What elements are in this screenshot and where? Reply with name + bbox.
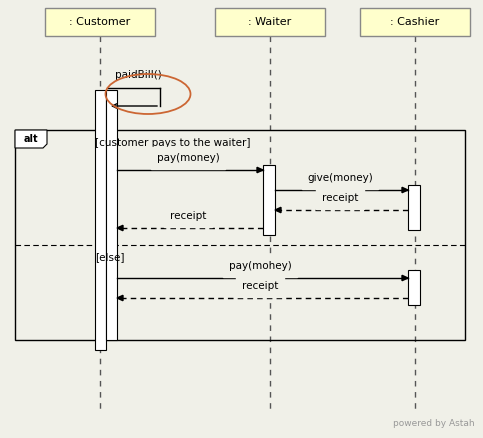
Bar [15,130,465,340]
Polygon shape [117,295,123,301]
Text: receipt: receipt [242,281,278,291]
Bar [263,165,275,235]
Polygon shape [117,225,123,231]
Text: receipt: receipt [170,211,206,221]
Text: give(money): give(money) [307,173,373,183]
Text: receipt: receipt [322,193,358,203]
Polygon shape [402,187,408,193]
Text: pay(money): pay(money) [156,153,219,163]
Text: : Cashier: : Cashier [390,17,440,27]
Text: : Customer: : Customer [70,17,130,27]
Polygon shape [257,167,263,173]
Polygon shape [15,130,47,148]
Text: paidBill(): paidBill() [115,70,162,80]
Polygon shape [402,276,408,281]
Bar [95,90,106,350]
Bar [408,270,420,305]
Text: powered by Astah: powered by Astah [393,419,475,428]
Bar [45,8,155,36]
Bar [215,8,325,36]
Text: : Waiter: : Waiter [248,17,292,27]
Bar [106,90,117,340]
Bar [408,185,420,230]
Polygon shape [275,207,281,213]
Text: pay(mohey): pay(mohey) [228,261,291,271]
Text: [customer pays to the waiter]: [customer pays to the waiter] [95,138,251,148]
Text: [else]: [else] [95,252,125,262]
Text: alt: alt [24,134,38,144]
Bar [360,8,470,36]
